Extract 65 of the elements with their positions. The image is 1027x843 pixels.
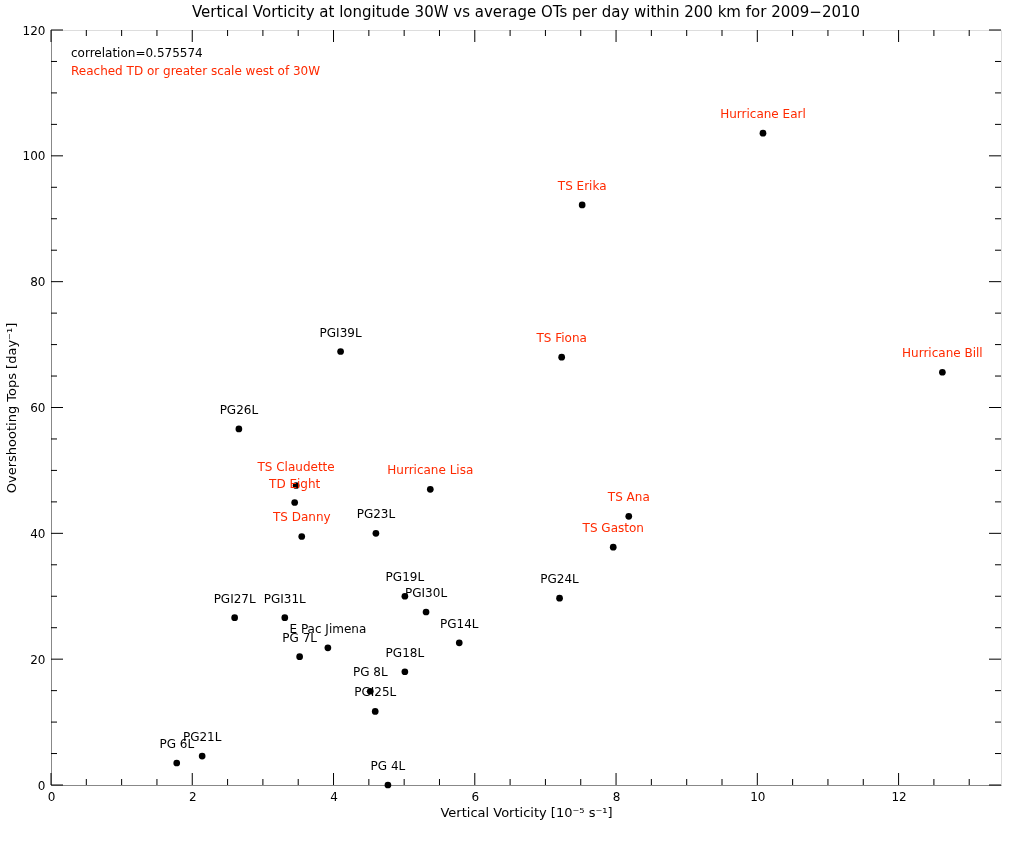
y-tick-label: 60 bbox=[30, 401, 46, 415]
annotation: Reached TD or greater scale west of 30W bbox=[71, 64, 321, 78]
data-label: Hurricane Earl bbox=[720, 107, 806, 122]
point bbox=[198, 752, 206, 760]
x-tick-label: 0 bbox=[47, 789, 56, 804]
x-tick-label: 2 bbox=[188, 789, 197, 804]
data-label: PG18L bbox=[385, 645, 425, 660]
y-tick-label: 20 bbox=[30, 652, 46, 667]
data-label: TS Claudette bbox=[256, 459, 335, 474]
point bbox=[556, 594, 563, 602]
point bbox=[298, 533, 306, 540]
point bbox=[324, 644, 332, 652]
data-label: PGI30L bbox=[405, 585, 448, 600]
point bbox=[337, 348, 344, 355]
point bbox=[401, 668, 409, 676]
point bbox=[625, 513, 633, 520]
point bbox=[422, 608, 430, 616]
data-label: TS Erika bbox=[556, 178, 607, 193]
chart-title: Vertical Vorticity at longitude 30W vs average OTs per day within 200 km for 2009−2010 bbox=[191, 3, 861, 21]
data-label: TS Gaston bbox=[581, 521, 644, 536]
data-label: PGI39L bbox=[319, 325, 362, 340]
data-label: PGI27L bbox=[213, 591, 256, 606]
data-label: TD Eight bbox=[268, 476, 321, 491]
data-label: TS Danny bbox=[271, 510, 331, 525]
data-label: PG14L bbox=[440, 616, 479, 631]
x-tick-label: 8 bbox=[612, 789, 621, 804]
point bbox=[291, 499, 299, 506]
data-label: PG19L bbox=[385, 570, 425, 585]
x-tick-label: 10 bbox=[750, 789, 766, 804]
point bbox=[426, 485, 434, 493]
x-tick-label: 4 bbox=[330, 789, 338, 804]
point bbox=[558, 353, 566, 361]
annotation: correlation=0.575574 bbox=[71, 46, 203, 60]
point bbox=[759, 129, 767, 137]
y-tick-label: 0 bbox=[37, 778, 46, 793]
point bbox=[578, 201, 586, 209]
data-label: TS Ana bbox=[606, 490, 650, 505]
x-axis-title: Vertical Vorticity [10⁻⁵ s⁻¹] bbox=[440, 804, 613, 820]
point bbox=[371, 708, 379, 715]
data-label: PG24L bbox=[540, 572, 580, 587]
data-label: PG23L bbox=[356, 507, 396, 522]
point bbox=[609, 543, 617, 551]
data-label: PG 4L bbox=[370, 759, 406, 773]
point bbox=[173, 759, 181, 767]
point bbox=[296, 653, 303, 660]
data-label: PGI31L bbox=[263, 591, 307, 606]
data-label: PG26L bbox=[219, 402, 259, 417]
data-label: Hurricane Bill bbox=[902, 346, 983, 361]
point bbox=[455, 639, 463, 647]
data-label: PG 8L bbox=[352, 665, 388, 680]
y-axis-title: Overshooting Tops [day⁻¹] bbox=[3, 322, 19, 494]
point bbox=[372, 529, 380, 537]
point bbox=[384, 781, 392, 789]
x-tick-label: 12 bbox=[891, 789, 907, 804]
point bbox=[231, 614, 238, 621]
data-label: Hurricane Lisa bbox=[387, 463, 474, 478]
point bbox=[235, 425, 243, 433]
point bbox=[939, 368, 946, 376]
y-tick-label: 120 bbox=[22, 23, 46, 38]
x-tick-label: 6 bbox=[471, 789, 480, 804]
y-tick-label: 80 bbox=[30, 275, 46, 290]
y-tick-label: 100 bbox=[22, 149, 46, 164]
point bbox=[281, 614, 289, 621]
data-label: TS Fiona bbox=[535, 331, 587, 346]
y-tick-label: 40 bbox=[30, 526, 46, 541]
